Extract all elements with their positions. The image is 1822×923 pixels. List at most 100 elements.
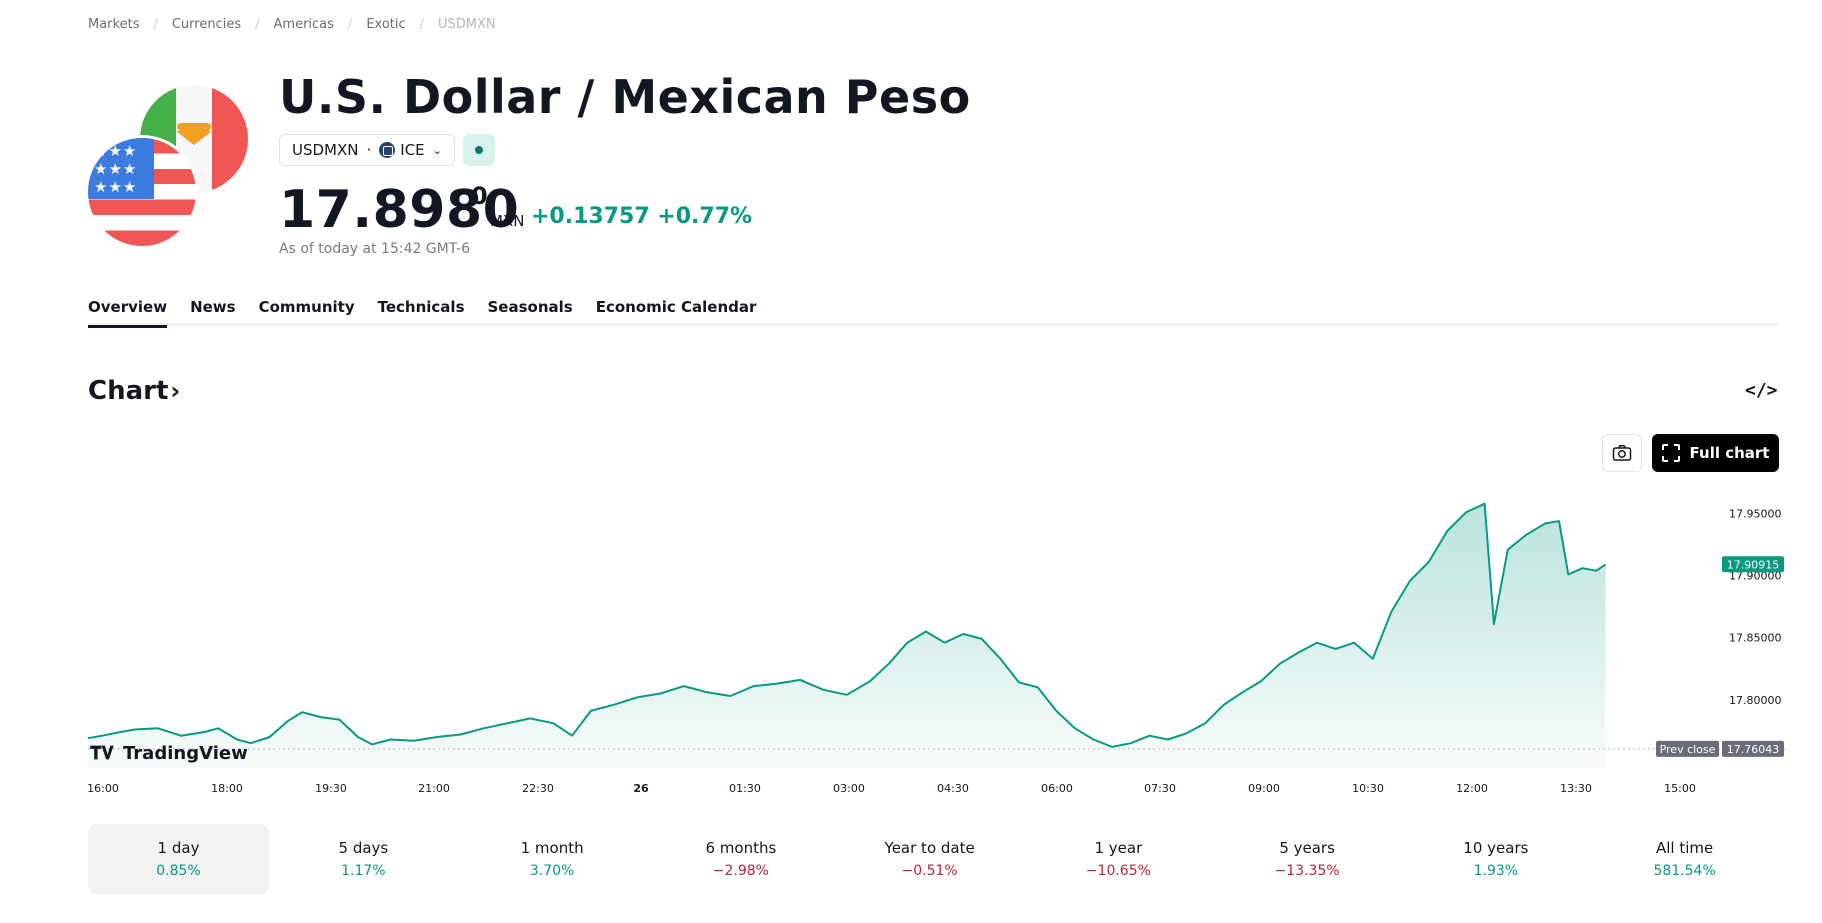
breadcrumb-separator: / xyxy=(347,17,353,32)
period-change-value: −13.35% xyxy=(1274,863,1340,879)
breadcrumb-separator: / xyxy=(153,17,158,32)
currency-pair-flags: ★★★ ★★★ ★★★ xyxy=(88,85,250,247)
price-currency: MXN xyxy=(490,212,525,230)
full-chart-label: Full chart xyxy=(1689,444,1770,462)
chart-heading-text: Chart xyxy=(88,376,169,406)
x-axis-tick-label: 07:30 xyxy=(1144,782,1176,795)
market-status-badge[interactable] xyxy=(462,134,495,166)
tab-technicals[interactable]: Technicals xyxy=(377,298,465,316)
period-label: 5 days xyxy=(338,839,389,857)
period-label: 6 months xyxy=(705,839,777,857)
period-6-months[interactable]: 6 months −2.98% xyxy=(647,824,836,894)
y-axis-tick-label: 17.90000 xyxy=(1729,570,1782,583)
period-label: 10 years xyxy=(1463,839,1529,857)
breadcrumb-separator: / xyxy=(419,17,425,32)
svg-text:17.90915: 17.90915 xyxy=(1727,558,1780,571)
breadcrumb-americas[interactable]: Americas xyxy=(273,17,334,32)
tab-overview[interactable]: Overview xyxy=(88,298,168,328)
prev-close-value-label: 17.76043 xyxy=(1722,740,1784,757)
tab-community[interactable]: Community xyxy=(258,298,355,316)
price-change: +0.13757 +0.77% xyxy=(531,204,753,229)
period-label: Year to date xyxy=(884,839,975,857)
x-axis-tick-label: 21:00 xyxy=(418,782,450,795)
period-change-value: 3.70% xyxy=(529,863,575,879)
period-change-value: 0.85% xyxy=(156,863,201,879)
x-axis-tick-label: 03:00 xyxy=(833,782,865,795)
tab-economic-calendar[interactable]: Economic Calendar xyxy=(595,298,757,316)
full-chart-button[interactable]: Full chart xyxy=(1652,434,1779,472)
x-axis-tick-label: 12:00 xyxy=(1456,782,1488,795)
x-axis-tick-label: 18:00 xyxy=(211,782,243,795)
performance-periods: 1 day 0.85% 5 days 1.17% 1 month 3.70% 6 month… xyxy=(88,824,1779,894)
period-change-value: 1.17% xyxy=(341,863,386,879)
market-open-dot-icon xyxy=(474,146,483,154)
x-axis-tick-label: 22:30 xyxy=(522,782,554,795)
x-axis-tick-label: 09:00 xyxy=(1248,782,1280,795)
y-axis-tick-label: 17.80000 xyxy=(1729,694,1782,707)
period-1-month[interactable]: 1 month 3.70% xyxy=(458,824,647,894)
period-label: 1 year xyxy=(1094,839,1143,857)
tradingview-logo-icon: 𝐓𝐕 xyxy=(90,743,115,764)
price-value: 17.8980 xyxy=(279,180,520,240)
period-label: 1 day xyxy=(157,839,200,857)
price-chart[interactable]: 17.95000 17.90000 17.85000 17.80000 16:00 18… xyxy=(0,0,1822,800)
y-axis-tick-label: 17.85000 xyxy=(1729,632,1782,645)
period-change-value: −2.98% xyxy=(712,863,769,879)
tab-news[interactable]: News xyxy=(190,298,236,316)
x-axis-tick-label: 06:00 xyxy=(1041,782,1073,795)
tabs-divider xyxy=(88,323,1779,326)
price-timestamp: As of today at 15:42 GMT-6 xyxy=(279,241,470,257)
period-change-value: 581.54% xyxy=(1653,863,1716,879)
x-axis-tick-label: 19:30 xyxy=(315,782,347,795)
section-tabs: Overview News Community Technicals Seaso… xyxy=(88,298,756,328)
period-1-day[interactable]: 1 day 0.85% xyxy=(88,824,269,894)
chevron-down-icon: ⌄ xyxy=(432,143,442,157)
x-axis-tick-label: 01:30 xyxy=(729,782,761,795)
period-all-time[interactable]: All time 581.54% xyxy=(1590,824,1779,894)
period-label: 1 month xyxy=(520,839,584,857)
fullscreen-icon xyxy=(1661,444,1680,462)
camera-icon xyxy=(1612,445,1632,461)
tradingview-logo[interactable]: 𝐓𝐕 TradingView xyxy=(90,743,248,764)
price-line xyxy=(87,502,1607,748)
period-10-years[interactable]: 10 years 1.93% xyxy=(1402,824,1591,894)
period-5-days[interactable]: 5 days 1.17% xyxy=(269,824,458,894)
period-change-value: −0.51% xyxy=(901,863,958,879)
x-axis-tick-label: 26 xyxy=(633,782,649,795)
symbol-label: USDMXN xyxy=(292,141,359,159)
x-axis-tick-label: 15:00 xyxy=(1664,782,1696,795)
last-price-label: 17.90915 xyxy=(1722,556,1784,573)
svg-text:17.76043: 17.76043 xyxy=(1727,743,1780,756)
breadcrumb-exotic[interactable]: Exotic xyxy=(366,17,406,32)
breadcrumb-currencies[interactable]: Currencies xyxy=(171,17,242,32)
svg-text:Prev close: Prev close xyxy=(1660,743,1716,756)
chart-heading-link[interactable]: Chart› xyxy=(88,376,180,406)
price-superscript-digit: 0 xyxy=(471,182,488,210)
exchange-label: ICE xyxy=(400,141,425,159)
y-axis-tick-label: 17.95000 xyxy=(1729,508,1782,521)
breadcrumb-separator: / xyxy=(255,17,260,32)
x-axis-tick-label: 13:30 xyxy=(1560,782,1592,795)
period-change-value: 1.93% xyxy=(1473,863,1519,879)
breadcrumb-markets[interactable]: Markets xyxy=(88,17,140,32)
tradingview-logo-text: TradingView xyxy=(123,743,248,764)
symbol-tags: USDMXN · ICE ⌄ xyxy=(279,134,495,166)
chevron-right-icon: › xyxy=(170,377,181,405)
embed-code-icon[interactable]: </> xyxy=(1745,380,1778,401)
exchange-logo-icon xyxy=(379,142,396,158)
breadcrumb: Markets / Currencies / Americas / Exotic… xyxy=(88,17,496,32)
period-1-year[interactable]: 1 year −10.65% xyxy=(1024,824,1213,894)
us-flag-icon: ★★★ ★★★ ★★★ xyxy=(88,138,196,246)
period-label: 5 years xyxy=(1279,839,1335,857)
tab-seasonals[interactable]: Seasonals xyxy=(487,298,573,316)
page-title: U.S. Dollar / Mexican Peso xyxy=(279,70,971,124)
x-axis-tick-label: 10:30 xyxy=(1352,782,1384,795)
x-axis-tick-label: 16:00 xyxy=(87,782,119,795)
breadcrumb-current: USDMXN xyxy=(438,17,496,32)
period-year-to-date[interactable]: Year to date −0.51% xyxy=(835,824,1024,894)
period-label: All time xyxy=(1655,839,1714,857)
symbol-exchange-selector[interactable]: USDMXN · ICE ⌄ xyxy=(279,134,455,166)
period-5-years[interactable]: 5 years −13.35% xyxy=(1213,824,1402,894)
prev-close-badge: Prev close xyxy=(1656,740,1719,757)
screenshot-button[interactable] xyxy=(1602,434,1642,472)
